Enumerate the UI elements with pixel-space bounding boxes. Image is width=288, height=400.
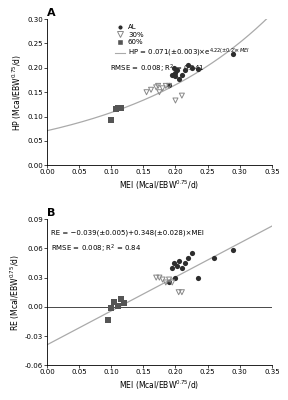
Text: RMSE = 0.008; R$^2$ = 0.84: RMSE = 0.008; R$^2$ = 0.84 — [52, 242, 142, 255]
X-axis label: MEI (Mcal/EBW$^{0.75}$/d): MEI (Mcal/EBW$^{0.75}$/d) — [119, 378, 200, 392]
Point — [167, 83, 171, 89]
Point — [160, 276, 165, 283]
Point — [189, 65, 194, 71]
Point — [180, 265, 184, 271]
Point — [154, 274, 158, 281]
Point — [189, 250, 194, 256]
Point — [164, 279, 168, 286]
Point — [173, 70, 178, 76]
Point — [157, 89, 162, 96]
Point — [171, 260, 176, 266]
Point — [173, 97, 178, 104]
Text: A: A — [47, 8, 56, 18]
Point — [186, 255, 191, 261]
Point — [113, 106, 118, 112]
Point — [231, 51, 236, 58]
Point — [119, 105, 123, 111]
Point — [176, 75, 181, 82]
Point — [149, 86, 153, 93]
Point — [180, 289, 184, 296]
Text: RMSE = 0.008; R$^2$ = 0.941: RMSE = 0.008; R$^2$ = 0.941 — [110, 62, 204, 75]
Y-axis label: HP (Mcal/EBW$^{0.75}$/d): HP (Mcal/EBW$^{0.75}$/d) — [11, 54, 24, 131]
Legend: AL, 30%, 60%, HP = 0.071(±0.003)×e$^{4.22(±0.2)×MEI}$: AL, 30%, 60%, HP = 0.071(±0.003)×e$^{4.2… — [113, 22, 251, 61]
X-axis label: MEI (Mcal/EBW$^{0.75}$/d): MEI (Mcal/EBW$^{0.75}$/d) — [119, 178, 200, 192]
Point — [115, 105, 120, 111]
Point — [231, 247, 236, 254]
Point — [180, 72, 184, 78]
Point — [115, 303, 120, 309]
Point — [171, 65, 176, 71]
Text: RE = −0.039(±0.005)+0.348(±0.028)×MEI: RE = −0.039(±0.005)+0.348(±0.028)×MEI — [52, 229, 204, 236]
Point — [173, 274, 178, 281]
Point — [167, 279, 171, 286]
Point — [112, 299, 117, 305]
Y-axis label: RE (Mcal/EBW$^{0.75}$/d): RE (Mcal/EBW$^{0.75}$/d) — [8, 254, 22, 331]
Point — [180, 92, 184, 99]
Point — [175, 263, 179, 269]
Point — [154, 84, 158, 90]
Point — [119, 296, 123, 302]
Point — [173, 73, 178, 79]
Point — [212, 255, 216, 261]
Point — [109, 305, 113, 311]
Point — [167, 276, 171, 283]
Point — [176, 258, 181, 264]
Point — [164, 83, 168, 89]
Point — [196, 274, 200, 281]
Point — [183, 260, 187, 266]
Point — [170, 265, 175, 271]
Point — [167, 82, 171, 88]
Point — [170, 72, 175, 78]
Point — [106, 317, 110, 324]
Point — [170, 279, 175, 286]
Point — [156, 83, 160, 89]
Point — [160, 85, 165, 92]
Point — [122, 300, 126, 306]
Point — [183, 66, 187, 73]
Point — [196, 66, 200, 72]
Point — [175, 67, 179, 74]
Point — [157, 274, 162, 281]
Point — [186, 62, 191, 69]
Point — [144, 89, 149, 96]
Text: B: B — [47, 208, 55, 218]
Point — [176, 289, 181, 296]
Point — [109, 117, 113, 123]
